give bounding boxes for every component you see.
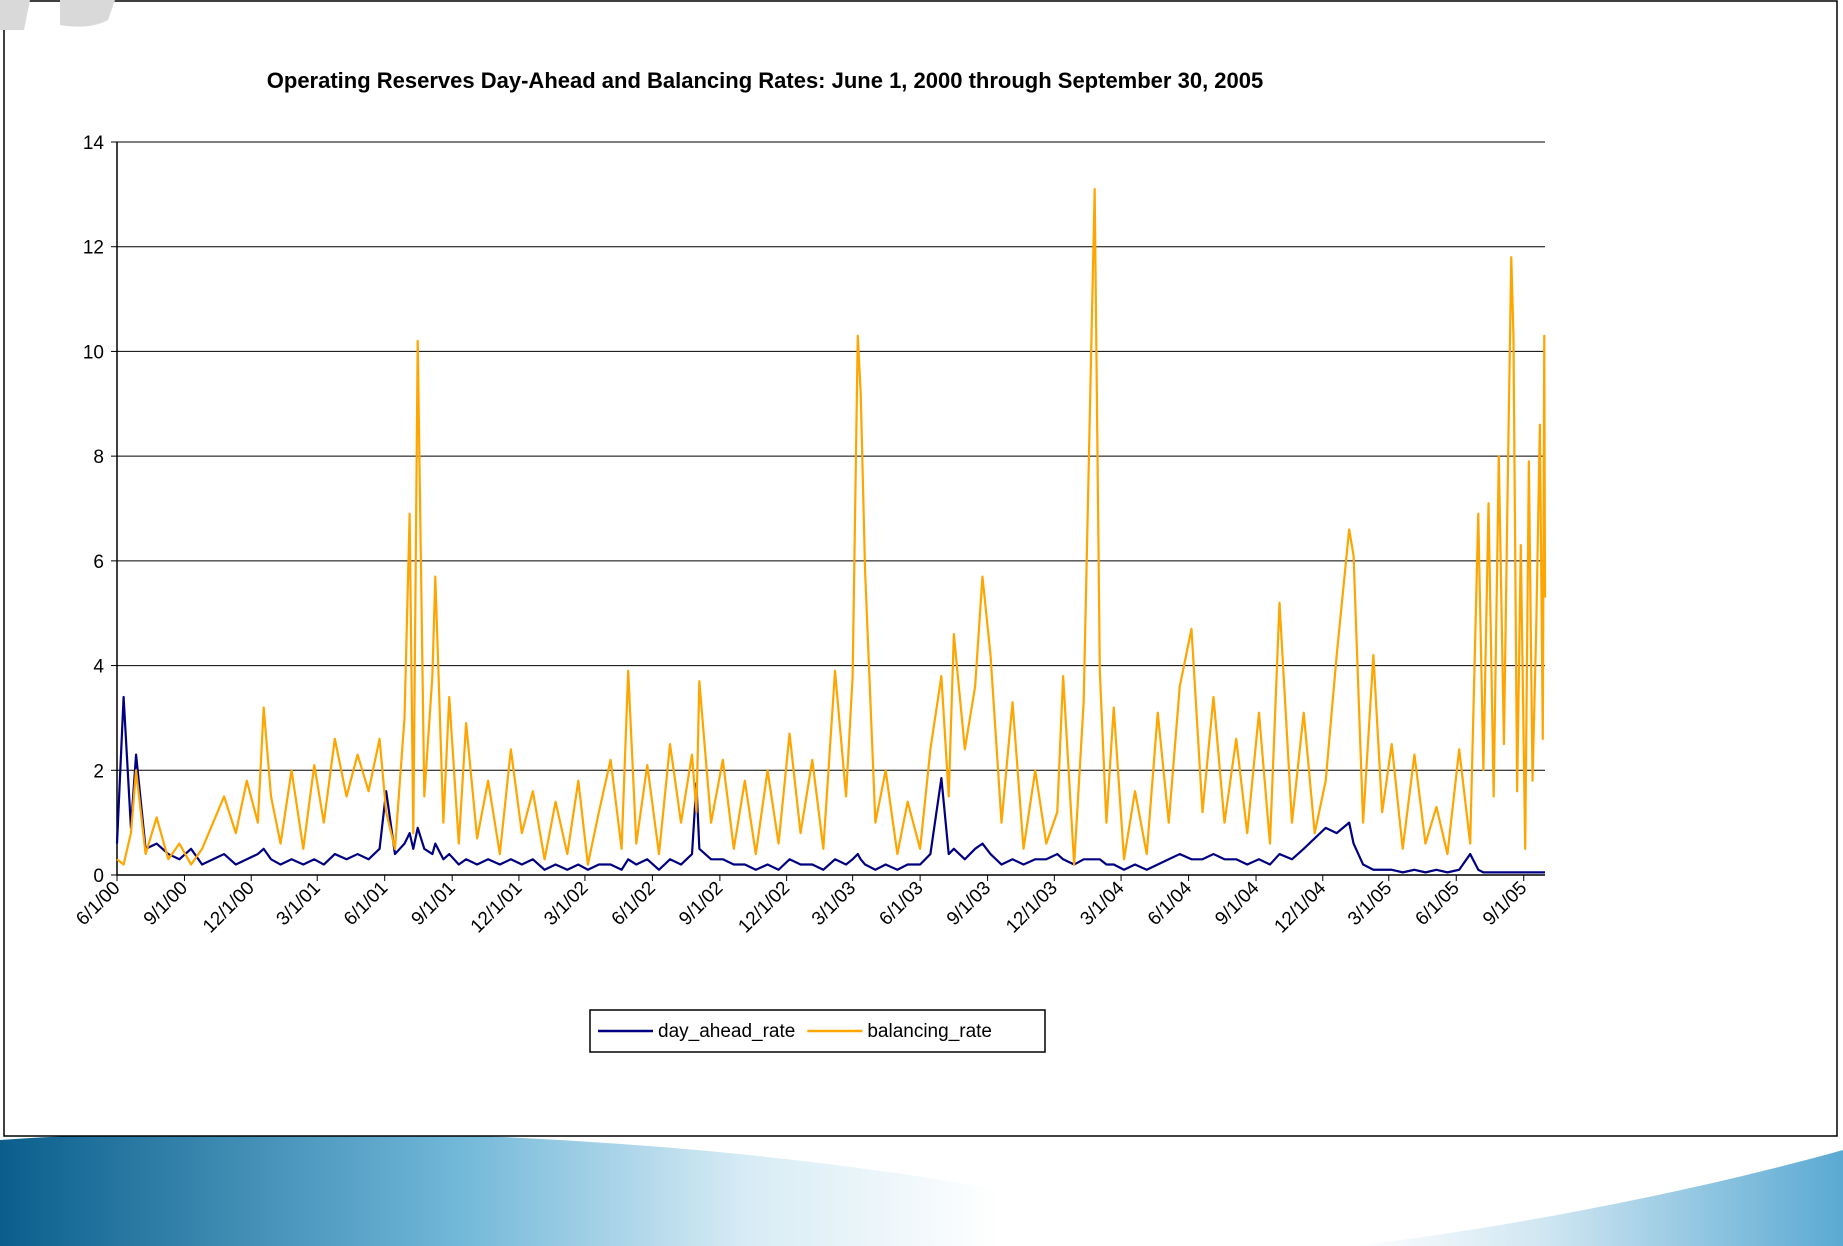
legend-label: balancing_rate [867, 1021, 992, 1042]
y-tick-label: 8 [93, 447, 104, 468]
y-tick-label: 10 [83, 342, 104, 363]
y-tick-label: 0 [93, 866, 104, 887]
decor-logo [0, 0, 115, 30]
chart-frame [3, 0, 1838, 1137]
decor-swoosh [0, 1131, 1000, 1246]
legend: day_ahead_rate balancing_rate [589, 1009, 1046, 1053]
y-tick-label: 4 [93, 657, 104, 678]
y-tick-label: 14 [83, 133, 105, 154]
y-tick-label: 12 [83, 238, 104, 259]
decor-swoosh [1350, 1150, 1843, 1246]
series [115, 188, 1547, 874]
series-line [115, 695, 1546, 874]
series-line [116, 188, 1547, 866]
y-tick-label: 6 [93, 552, 104, 573]
chart-title: Operating Reserves Day-Ahead and Balanci… [267, 68, 1263, 93]
y-tick-label: 2 [93, 761, 104, 782]
legend-label: day_ahead_rate [658, 1021, 795, 1042]
